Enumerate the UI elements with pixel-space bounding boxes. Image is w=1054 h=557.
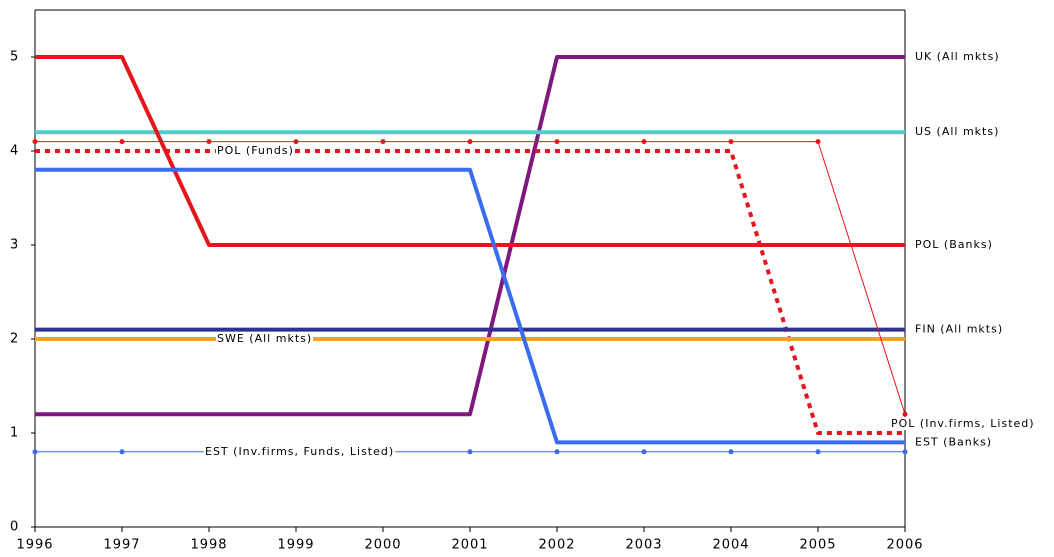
series-marker [119, 449, 125, 455]
series-line [35, 167, 905, 445]
x-tick-label: 2001 [451, 538, 488, 553]
x-tick-label: 2005 [799, 538, 836, 553]
label-background [216, 144, 295, 157]
series-marker [554, 139, 560, 145]
series-label: EST (Banks) [915, 435, 992, 448]
series-line [35, 55, 905, 417]
y-tick-label: 0 [10, 520, 19, 535]
y-tick-label: 5 [10, 50, 19, 65]
series-marker [641, 449, 647, 455]
series-marker [641, 139, 647, 145]
x-tick-label: 1999 [277, 538, 314, 553]
x-tick-label: 2004 [712, 538, 749, 553]
series-label: EST (Inv.firms, Funds, Listed) [205, 445, 394, 458]
series-marker [380, 139, 386, 145]
series-label: POL (Inv.firms, Listed) [891, 417, 1035, 430]
series-marker [815, 449, 821, 455]
series-marker [815, 139, 821, 145]
label-background [204, 444, 396, 458]
y-tick-label: 4 [10, 144, 19, 159]
x-tick-label: 2000 [364, 538, 401, 553]
y-tick-label: 2 [10, 332, 19, 347]
series-marker [467, 139, 473, 145]
label-background [890, 417, 1036, 430]
series-line [35, 141, 906, 415]
label-background [216, 332, 314, 345]
series-label: UK (All mkts) [915, 50, 1000, 63]
series-label: POL (Banks) [915, 238, 993, 251]
series-marker [902, 411, 908, 417]
series-marker [32, 139, 38, 145]
series-marker [206, 139, 212, 145]
x-tick-label: 1997 [103, 538, 140, 553]
series-marker [467, 449, 473, 455]
x-tick-label: 2003 [625, 538, 662, 553]
series-marker [119, 139, 125, 145]
series-marker [728, 449, 734, 455]
series-marker [293, 139, 299, 145]
series-marker [902, 449, 908, 455]
y-tick-label: 3 [10, 238, 19, 253]
series-label: US (All mkts) [915, 125, 999, 138]
series-label: FIN (All mkts) [915, 323, 1003, 336]
series-line [35, 55, 905, 247]
series-label: SWE (All mkts) [217, 332, 312, 345]
x-tick-label: 1996 [16, 538, 53, 553]
x-tick-label: 1998 [190, 538, 227, 553]
series-label: POL (Funds) [217, 144, 294, 157]
y-tick-label: 1 [10, 426, 19, 441]
series-line [35, 149, 905, 435]
series-marker [554, 449, 560, 455]
series-marker [32, 449, 38, 455]
x-tick-label: 2006 [886, 538, 923, 553]
series-marker [728, 139, 734, 145]
x-tick-label: 2002 [538, 538, 575, 553]
